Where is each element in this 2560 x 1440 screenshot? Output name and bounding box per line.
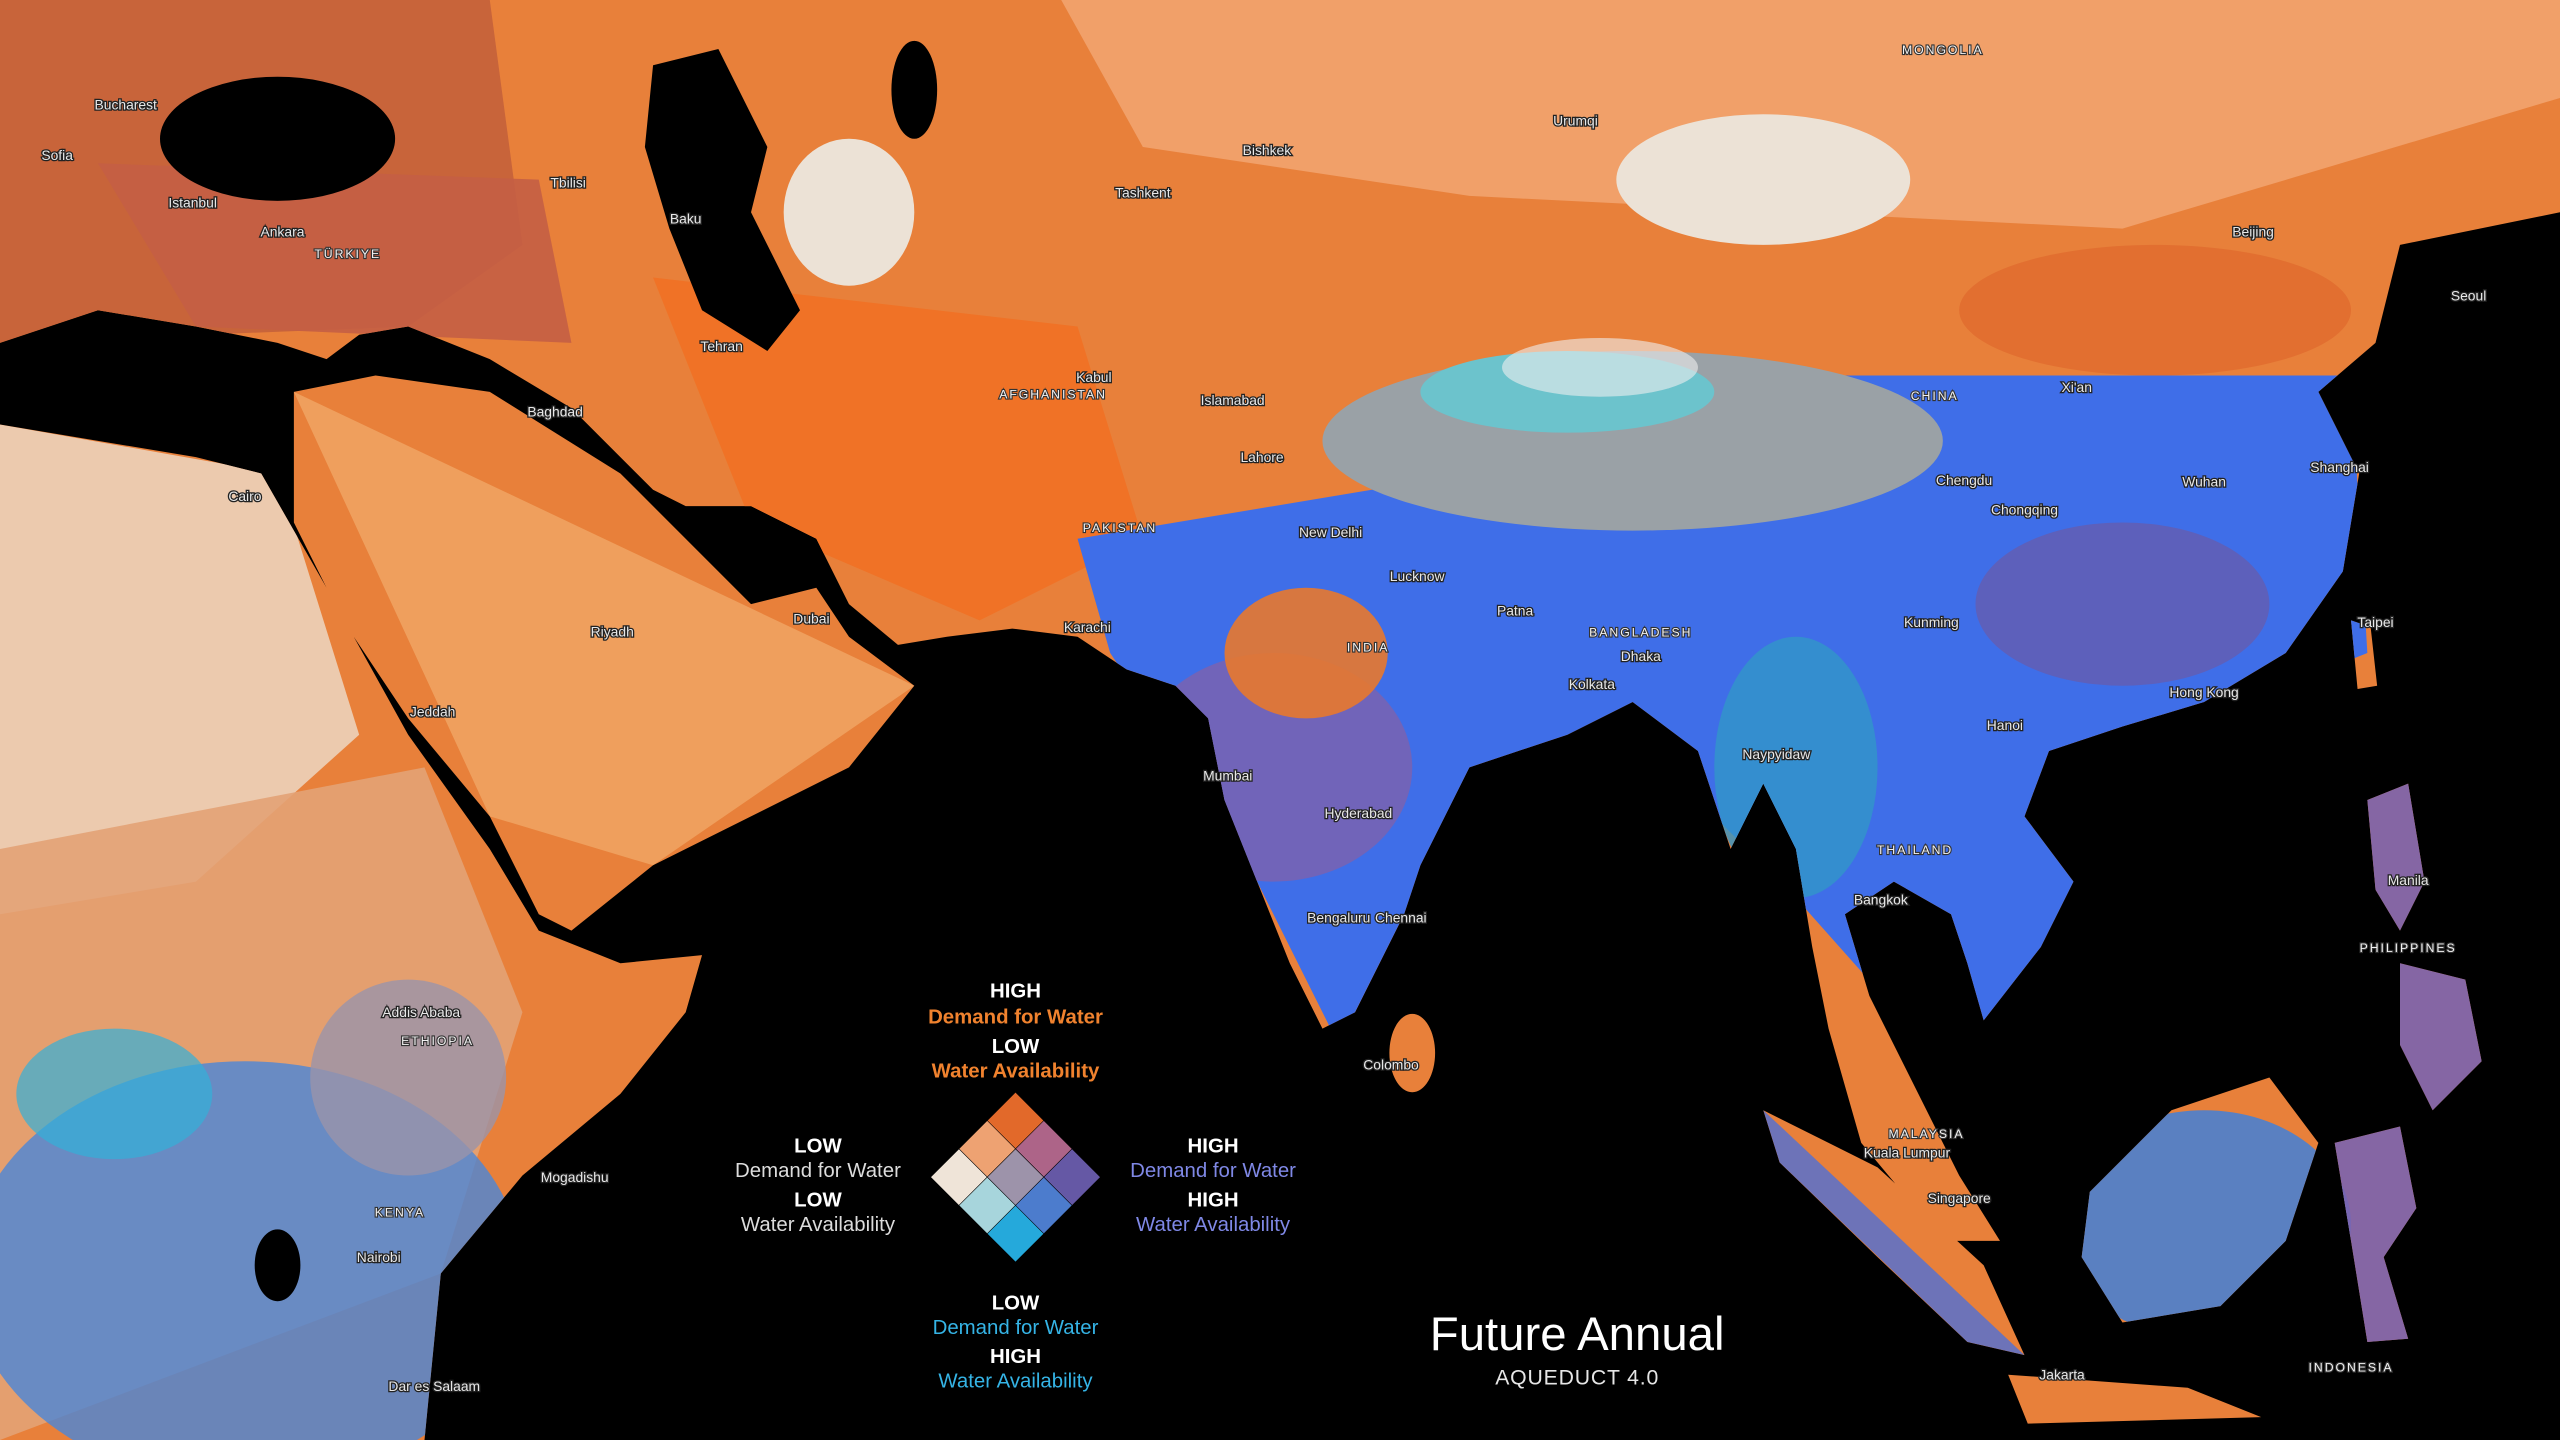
- place-label: Istanbul: [168, 194, 217, 210]
- legend-text: Water Availability: [1136, 1214, 1291, 1236]
- place-label: Kuala Lumpur: [1864, 1145, 1951, 1161]
- country-label: THAILAND: [1877, 843, 1953, 857]
- place-label: Tbilisi: [550, 175, 585, 191]
- country-label: PHILIPPINES: [2360, 941, 2457, 955]
- legend-text: Water Availability: [932, 1061, 1100, 1083]
- legend-text: HIGH: [990, 981, 1041, 1003]
- lake-victoria: [254, 1229, 301, 1302]
- place-label: Kabul: [1076, 369, 1111, 385]
- legend-text: LOW: [794, 1190, 842, 1212]
- legend-text: Water Availability: [741, 1214, 896, 1236]
- black-sea: [160, 76, 396, 201]
- place-label: Chongqing: [1991, 501, 2058, 517]
- place-label: Chennai: [1375, 909, 1427, 925]
- place-label: Tashkent: [1115, 185, 1171, 201]
- place-label: Bucharest: [95, 96, 158, 112]
- place-label: Nairobi: [357, 1249, 401, 1265]
- place-label: Taipei: [2357, 614, 2393, 630]
- place-label: Bengaluru: [1307, 909, 1370, 925]
- legend-text: HIGH: [1188, 1136, 1239, 1158]
- place-label: Dubai: [793, 611, 829, 627]
- legend-text: HIGH: [1188, 1190, 1239, 1212]
- country-label: INDONESIA: [2309, 1360, 2394, 1374]
- place-label: Manila: [2388, 872, 2429, 888]
- place-label: Dar es Salaam: [388, 1378, 480, 1394]
- place-label: Ankara: [260, 224, 304, 240]
- country-label: PAKISTAN: [1083, 521, 1157, 535]
- caspian-sea: [644, 48, 800, 352]
- place-label: Naypyidaw: [1742, 746, 1811, 762]
- place-label: Islamabad: [1201, 392, 1265, 408]
- title: Future Annual: [1430, 1308, 1725, 1361]
- legend-text: HIGH: [990, 1346, 1041, 1368]
- legend-text: Demand for Water: [933, 1317, 1099, 1339]
- place-label: Jeddah: [410, 704, 455, 720]
- place-label: Lucknow: [1390, 568, 1446, 584]
- place-label: Jakarta: [2039, 1367, 2085, 1383]
- place-label: New Delhi: [1299, 524, 1362, 540]
- place-label: Bishkek: [1243, 142, 1292, 158]
- legend-text: Demand for Water: [928, 1007, 1103, 1029]
- place-label: Hyderabad: [1324, 805, 1392, 821]
- place-label: Urumqi: [1553, 113, 1598, 129]
- subtitle: AQUEDUCT 4.0: [1495, 1366, 1659, 1389]
- country-label: MALAYSIA: [1889, 1127, 1965, 1141]
- legend-diamond: [930, 1091, 1101, 1263]
- country-label: TÜRKIYE: [314, 247, 381, 261]
- aral-sea: [891, 40, 938, 139]
- legend-text: LOW: [992, 1036, 1040, 1058]
- legend-text: Water Availability: [938, 1371, 1093, 1393]
- place-label: Bangkok: [1854, 891, 1908, 907]
- place-label: Mumbai: [1203, 767, 1252, 783]
- place-label: Beijing: [2232, 224, 2274, 240]
- place-label: Karachi: [1064, 619, 1111, 635]
- map-labels: Bucharest Sofia Istanbul Ankara Tbilisi Baku T…: [40, 42, 2488, 1396]
- country-label: ETHIOPIA: [401, 1034, 474, 1048]
- legend-text: Demand for Water: [735, 1160, 901, 1182]
- place-label: Dhaka: [1621, 648, 1661, 664]
- place-label: Riyadh: [591, 624, 634, 640]
- place-label: Patna: [1497, 603, 1534, 619]
- place-label: Seoul: [2451, 287, 2486, 303]
- place-label: Kunming: [1904, 614, 1959, 630]
- legend: HIGH Demand for Water LOW Water Availabi…: [735, 981, 1296, 1393]
- place-label: Wuhan: [2182, 474, 2226, 490]
- place-label: Baku: [670, 211, 702, 227]
- country-label: AFGHANISTAN: [999, 387, 1107, 401]
- country-label: KENYA: [375, 1205, 425, 1219]
- place-label: Xi'an: [2062, 379, 2092, 395]
- place-label: Colombo: [1363, 1056, 1419, 1072]
- place-label: Chengdu: [1936, 472, 1992, 488]
- place-label: Singapore: [1928, 1190, 1991, 1206]
- place-label: Baghdad: [527, 403, 582, 419]
- place-label: Tehran: [700, 338, 742, 354]
- legend-text: Demand for Water: [1130, 1160, 1296, 1182]
- place-label: Lahore: [1240, 449, 1283, 465]
- place-label: Hong Kong: [2169, 684, 2238, 700]
- place-label: Shanghai: [2310, 459, 2369, 475]
- country-label: INDIA: [1347, 640, 1389, 654]
- country-label: BANGLADESH: [1589, 626, 1692, 640]
- legend-text: LOW: [992, 1292, 1040, 1314]
- place-label: Hanoi: [1987, 717, 2023, 733]
- legend-text: LOW: [794, 1136, 842, 1158]
- place-label: Cairo: [228, 488, 261, 504]
- place-label: Sofia: [41, 147, 73, 163]
- country-label: CHINA: [1911, 389, 1959, 403]
- country-label: MONGOLIA: [1902, 43, 1984, 57]
- place-label: Kolkata: [1569, 676, 1616, 692]
- legend-cell: [986, 1205, 1045, 1263]
- place-label: Mogadishu: [541, 1169, 609, 1185]
- place-label: Addis Ababa: [382, 1004, 460, 1020]
